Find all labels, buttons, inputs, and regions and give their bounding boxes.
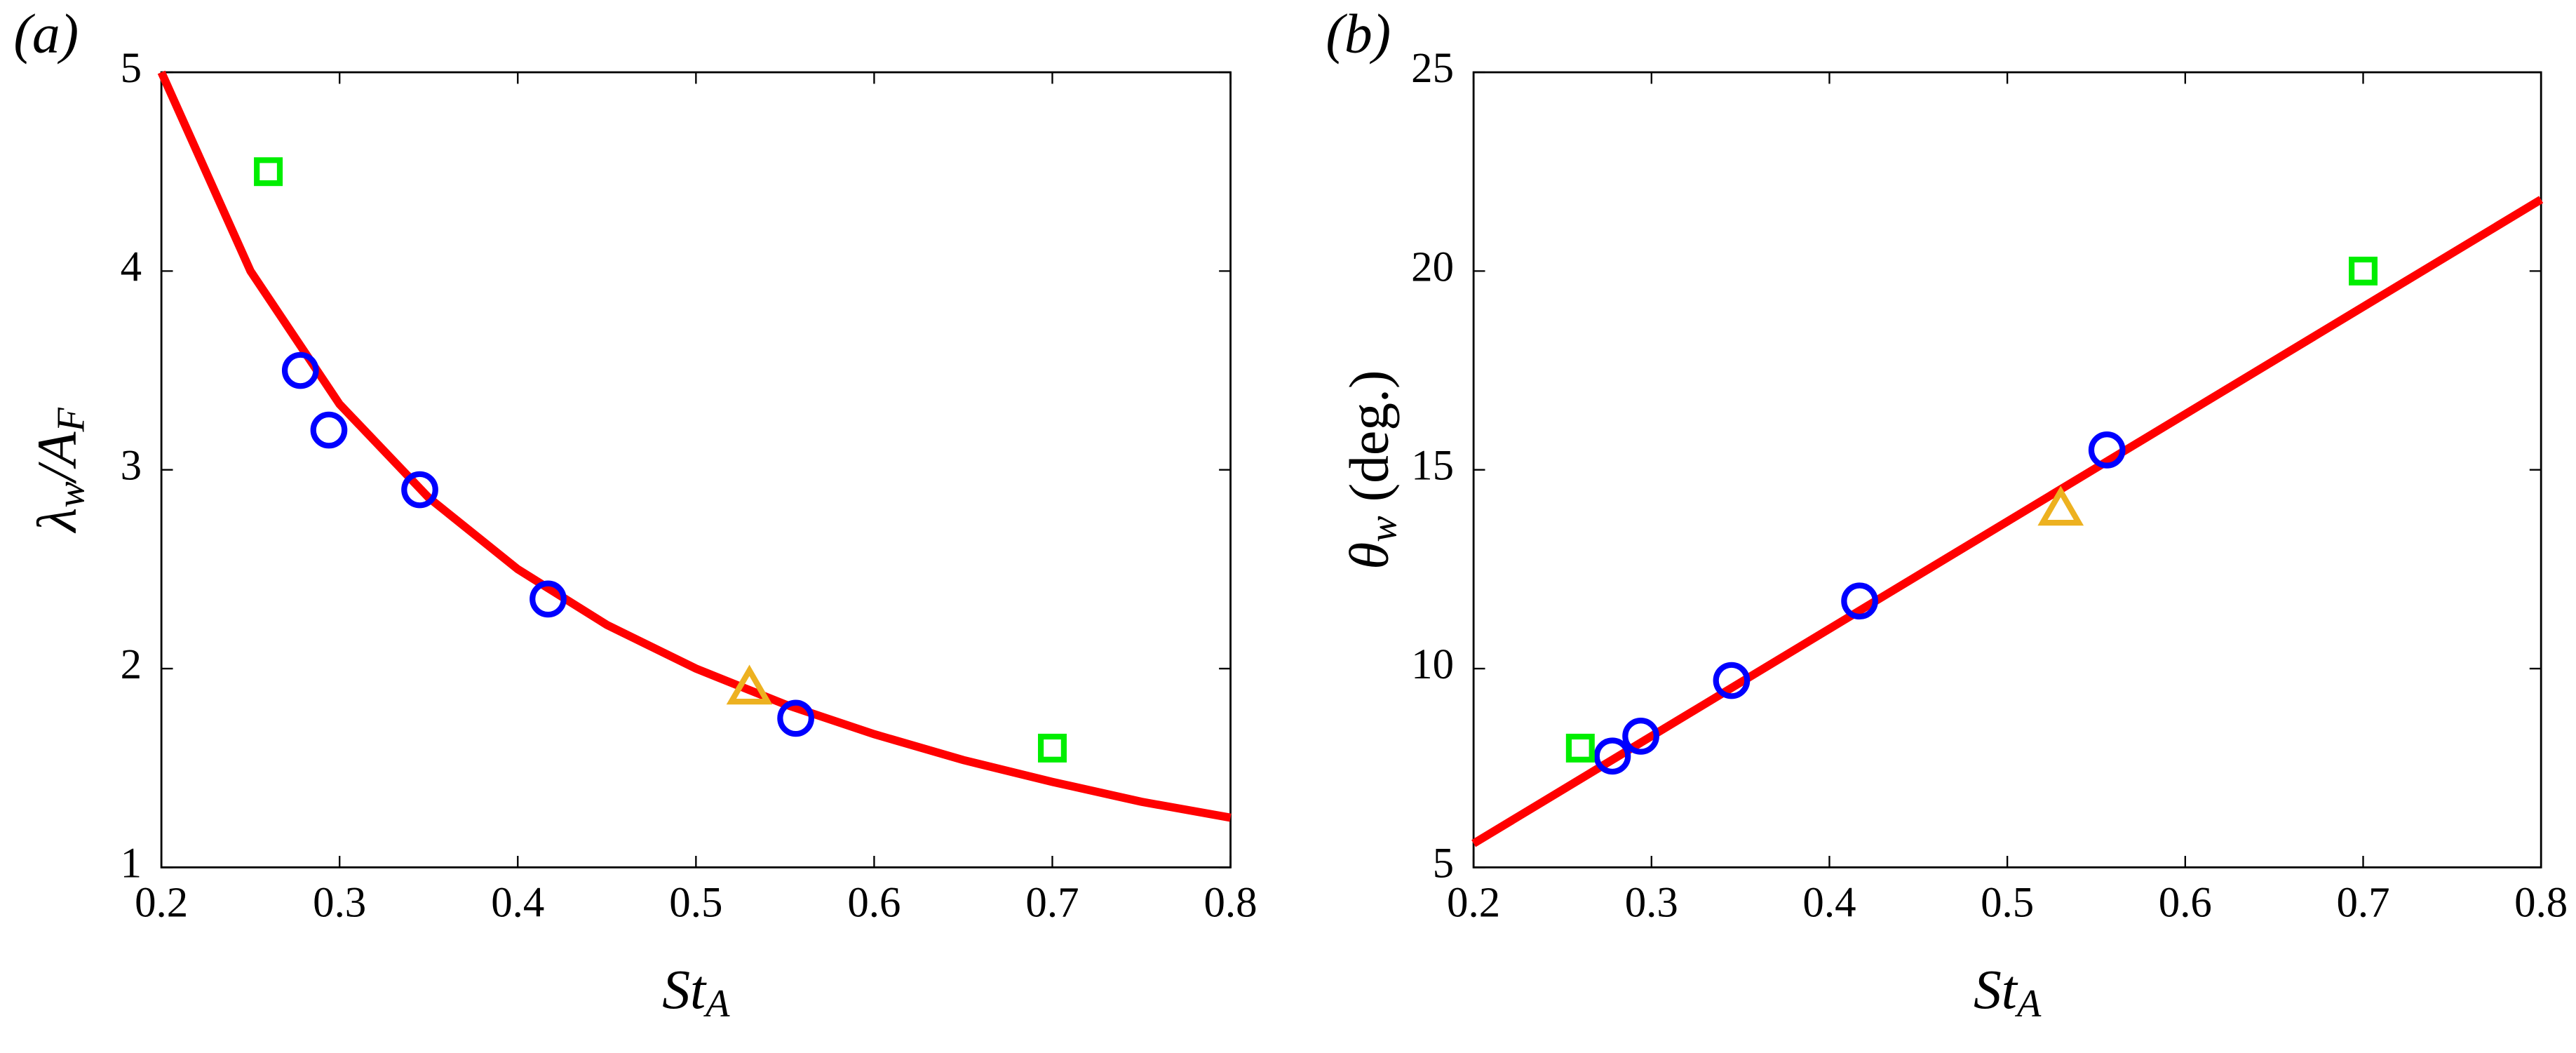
y-tick-label: 10 [1411,641,1454,688]
x-tick-label: 0.2 [1447,880,1500,927]
y-tick-label: 3 [121,443,142,490]
x-tick-label: 0.6 [2159,880,2212,927]
panel-label: (b) [1326,3,1391,65]
x-tick-label: 0.2 [135,880,188,927]
x-tick-label: 0.3 [313,880,366,927]
circle-marker [401,471,438,509]
y-tick-label: 1 [121,840,142,887]
x-axis-label: StA [662,959,730,1025]
x-tick-label: 0.7 [2336,880,2389,927]
x-tick-label: 0.5 [669,880,722,927]
y-tick-label: 2 [121,641,142,688]
x-tick-label: 0.6 [847,880,901,927]
square-marker [1037,733,1067,763]
square-marker [254,157,283,187]
y-label-part: F [49,408,93,433]
x-tick-label: 0.8 [2514,880,2568,927]
y-label-part: θ [1339,542,1401,570]
x-tick-label: 0.5 [1981,880,2034,927]
triangle-marker [726,664,773,705]
y-tick-label: 25 [1411,45,1454,92]
y-axis-label: θw (deg.) [1339,370,1405,570]
y-tick-label: 4 [121,243,142,290]
plot-frame [160,71,1232,868]
y-axis-label: λw/AF [27,408,93,534]
circle-marker [1593,737,1631,775]
y-tick-label: 20 [1411,243,1454,290]
fit-curve [157,70,1232,822]
x-tick-label: 0.4 [491,880,544,927]
fit-curve [1471,196,2544,847]
x-tick-label: 0.8 [1203,880,1257,927]
y-label-part: w [1361,516,1405,542]
y-label-part: (deg.) [1339,370,1401,516]
circle-marker [530,580,567,618]
circle-marker [2088,431,2126,469]
y-label-part: λ [27,508,88,533]
panel-label: (a) [13,3,79,65]
x-label-part: A [2014,982,2042,1026]
y-tick-label: 5 [1433,840,1454,887]
y-label-part: w [49,481,93,508]
y-label-part: /A [27,431,88,484]
x-tick-label: 0.4 [1802,880,1856,927]
x-axis-label: StA [1974,959,2042,1025]
triangle-marker [2037,485,2084,526]
x-label-part: St [662,959,707,1021]
circle-marker [777,699,814,737]
y-tick-label: 15 [1411,443,1454,490]
circle-marker [281,351,319,389]
square-marker [1565,733,1595,763]
circle-marker [1622,718,1659,755]
circle-marker [1841,582,1878,620]
circle-marker [310,411,348,449]
x-tick-label: 0.7 [1025,880,1079,927]
circle-marker [1713,662,1751,699]
x-label-part: St [1974,959,2018,1021]
x-tick-label: 0.3 [1625,880,1678,927]
x-label-part: A [703,982,730,1026]
y-tick-label: 5 [121,45,142,92]
square-marker [2349,256,2378,286]
